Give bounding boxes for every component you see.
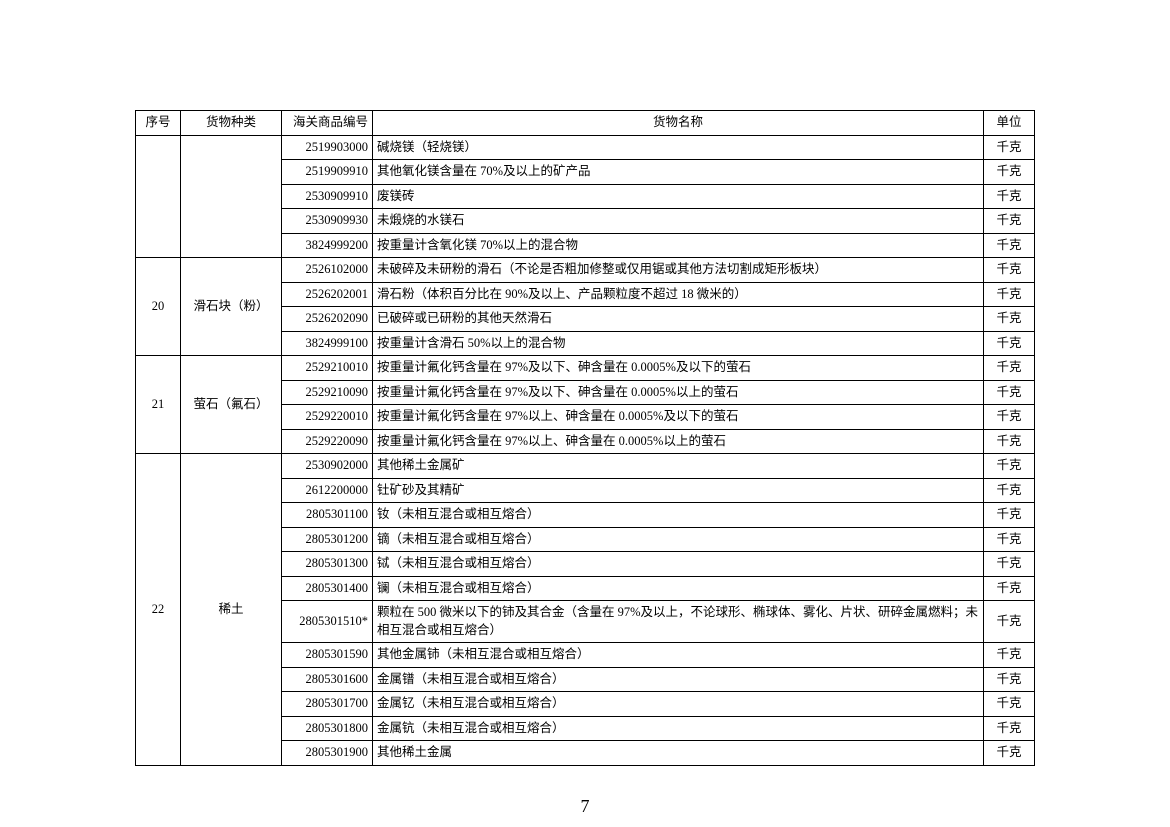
cell-unit: 千克	[984, 552, 1035, 577]
cell-name: 按重量计氟化钙含量在 97%以上、砷含量在 0.0005%以上的萤石	[373, 429, 984, 454]
cell-name: 滑石粉（体积百分比在 90%及以上、产品颗粒度不超过 18 微米的）	[373, 282, 984, 307]
cell-name: 按重量计含氧化镁 70%以上的混合物	[373, 233, 984, 258]
cell-name: 其他稀土金属矿	[373, 454, 984, 479]
header-code: 海关商品编号	[282, 111, 373, 136]
cell-name: 其他金属铈（未相互混合或相互熔合）	[373, 643, 984, 668]
cell-code: 2526102000	[282, 258, 373, 283]
cell-unit: 千克	[984, 429, 1035, 454]
cell-name: 镝（未相互混合或相互熔合）	[373, 527, 984, 552]
table-row: 2519903000碱烧镁（轻烧镁）千克	[136, 135, 1035, 160]
cell-code: 3824999100	[282, 331, 373, 356]
cell-unit: 千克	[984, 160, 1035, 185]
cell-name: 按重量计氟化钙含量在 97%及以下、砷含量在 0.0005%以上的萤石	[373, 380, 984, 405]
cell-unit: 千克	[984, 258, 1035, 283]
cell-code: 2805301200	[282, 527, 373, 552]
cell-name: 未破碎及未研粉的滑石（不论是否粗加修整或仅用锯或其他方法切割成矩形板块）	[373, 258, 984, 283]
cell-name: 按重量计氟化钙含量在 97%及以下、砷含量在 0.0005%及以下的萤石	[373, 356, 984, 381]
cell-category: 滑石块（粉）	[181, 258, 282, 356]
cell-code: 2805301600	[282, 667, 373, 692]
cell-code: 2519903000	[282, 135, 373, 160]
cell-unit: 千克	[984, 233, 1035, 258]
cell-name: 按重量计氟化钙含量在 97%以上、砷含量在 0.0005%及以下的萤石	[373, 405, 984, 430]
cell-code: 2805301900	[282, 741, 373, 766]
table-header-row: 序号 货物种类 海关商品编号 货物名称 单位	[136, 111, 1035, 136]
cell-code: 2805301700	[282, 692, 373, 717]
table-row: 21萤石（氟石）2529210010按重量计氟化钙含量在 97%及以下、砷含量在…	[136, 356, 1035, 381]
cell-unit: 千克	[984, 576, 1035, 601]
header-seq: 序号	[136, 111, 181, 136]
cell-code: 2529210010	[282, 356, 373, 381]
cell-unit: 千克	[984, 667, 1035, 692]
cell-unit: 千克	[984, 601, 1035, 643]
cell-unit: 千克	[984, 307, 1035, 332]
cell-code: 2805301800	[282, 716, 373, 741]
cell-unit: 千克	[984, 356, 1035, 381]
cell-unit: 千克	[984, 478, 1035, 503]
cell-name: 铽（未相互混合或相互熔合）	[373, 552, 984, 577]
cell-name: 废镁砖	[373, 184, 984, 209]
cell-code: 2612200000	[282, 478, 373, 503]
cell-unit: 千克	[984, 282, 1035, 307]
cell-code: 2805301100	[282, 503, 373, 528]
cell-unit: 千克	[984, 741, 1035, 766]
cell-code: 2805301510*	[282, 601, 373, 643]
cell-code: 2805301300	[282, 552, 373, 577]
cell-code: 2530909930	[282, 209, 373, 234]
cell-unit: 千克	[984, 643, 1035, 668]
cell-name: 其他稀土金属	[373, 741, 984, 766]
cell-unit: 千克	[984, 331, 1035, 356]
cell-unit: 千克	[984, 135, 1035, 160]
cell-code: 2526202090	[282, 307, 373, 332]
cell-unit: 千克	[984, 380, 1035, 405]
cell-code: 2519909910	[282, 160, 373, 185]
cell-unit: 千克	[984, 405, 1035, 430]
cell-name: 未煅烧的水镁石	[373, 209, 984, 234]
header-category: 货物种类	[181, 111, 282, 136]
cell-seq	[136, 135, 181, 258]
cell-name: 镧（未相互混合或相互熔合）	[373, 576, 984, 601]
cell-name: 其他氧化镁含量在 70%及以上的矿产品	[373, 160, 984, 185]
cell-unit: 千克	[984, 716, 1035, 741]
cell-unit: 千克	[984, 692, 1035, 717]
table-row: 22稀土2530902000其他稀土金属矿千克	[136, 454, 1035, 479]
cell-seq: 20	[136, 258, 181, 356]
cell-name: 金属镨（未相互混合或相互熔合）	[373, 667, 984, 692]
cell-code: 2805301590	[282, 643, 373, 668]
cell-name: 钕（未相互混合或相互熔合）	[373, 503, 984, 528]
cell-name: 金属钪（未相互混合或相互熔合）	[373, 716, 984, 741]
cell-name: 碱烧镁（轻烧镁）	[373, 135, 984, 160]
cell-unit: 千克	[984, 184, 1035, 209]
header-name: 货物名称	[373, 111, 984, 136]
cell-seq: 21	[136, 356, 181, 454]
cell-code: 2805301400	[282, 576, 373, 601]
page-number: 7	[135, 796, 1035, 817]
cell-name: 钍矿砂及其精矿	[373, 478, 984, 503]
cell-unit: 千克	[984, 454, 1035, 479]
cell-name: 颗粒在 500 微米以下的铈及其合金（含量在 97%及以上，不论球形、椭球体、雾…	[373, 601, 984, 643]
cell-name: 按重量计含滑石 50%以上的混合物	[373, 331, 984, 356]
cell-category	[181, 135, 282, 258]
cell-code: 2529220090	[282, 429, 373, 454]
header-unit: 单位	[984, 111, 1035, 136]
cell-category: 萤石（氟石）	[181, 356, 282, 454]
cell-seq: 22	[136, 454, 181, 766]
cell-code: 2526202001	[282, 282, 373, 307]
cell-name: 金属钇（未相互混合或相互熔合）	[373, 692, 984, 717]
cell-code: 3824999200	[282, 233, 373, 258]
cell-unit: 千克	[984, 503, 1035, 528]
table-row: 20滑石块（粉）2526102000未破碎及未研粉的滑石（不论是否粗加修整或仅用…	[136, 258, 1035, 283]
cell-name: 已破碎或已研粉的其他天然滑石	[373, 307, 984, 332]
cell-category: 稀土	[181, 454, 282, 766]
cell-unit: 千克	[984, 527, 1035, 552]
cell-code: 2529220010	[282, 405, 373, 430]
cell-unit: 千克	[984, 209, 1035, 234]
goods-table: 序号 货物种类 海关商品编号 货物名称 单位 2519903000碱烧镁（轻烧镁…	[135, 110, 1035, 766]
cell-code: 2529210090	[282, 380, 373, 405]
cell-code: 2530909910	[282, 184, 373, 209]
cell-code: 2530902000	[282, 454, 373, 479]
